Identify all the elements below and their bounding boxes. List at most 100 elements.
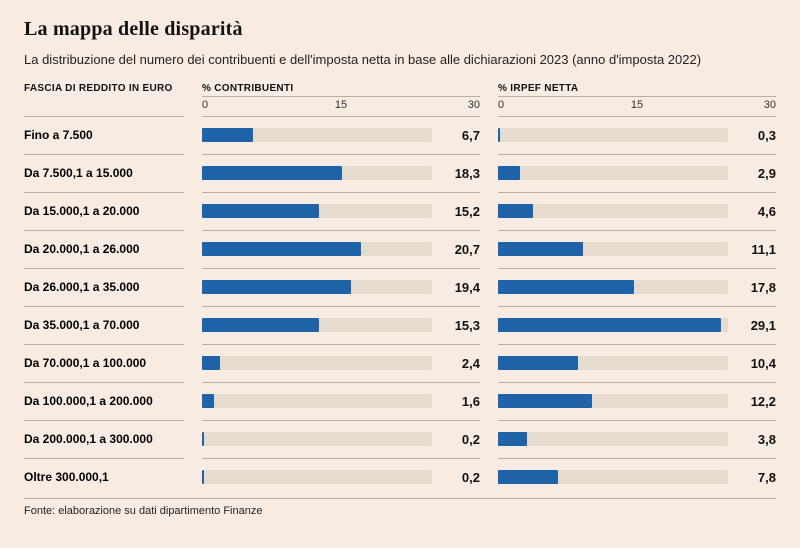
bar-cell: 4,6 [498,192,776,230]
axis-tick: 30 [468,99,480,111]
bar-track [498,128,728,142]
bar-cell: 0,2 [202,458,480,496]
series-1-axis: 0 15 30 [498,96,776,116]
bar-value: 29,1 [738,318,776,333]
bar-track [202,318,432,332]
axis-tick: 15 [631,99,643,111]
bar-cell: 17,8 [498,268,776,306]
bar-track [498,432,728,446]
bar-fill [498,356,578,370]
bar-value: 19,4 [442,280,480,295]
bar-track [202,394,432,408]
bar-track [498,394,728,408]
axis-tick: 15 [335,99,347,111]
bar-value: 3,8 [738,432,776,447]
bar-value: 0,2 [442,470,480,485]
bar-track [498,166,728,180]
bar-track [498,242,728,256]
row-label: Da 70.000,1 a 100.000 [24,344,184,382]
bar-track [202,204,432,218]
bar-cell: 6,7 [202,116,480,154]
bar-fill [202,432,204,446]
axis-tick: 0 [498,99,504,111]
row-label: Da 200.000,1 a 300.000 [24,420,184,458]
bar-cell: 20,7 [202,230,480,268]
bar-cell: 11,1 [498,230,776,268]
chart-source: Fonte: elaborazione su dati dipartimento… [24,505,776,517]
bar-fill [498,394,592,408]
bar-fill [498,318,721,332]
bar-fill [202,242,361,256]
bar-value: 10,4 [738,356,776,371]
bar-cell: 10,4 [498,344,776,382]
bar-value: 12,2 [738,394,776,409]
bar-value: 0,2 [442,432,480,447]
bar-fill [202,128,253,142]
bar-cell: 29,1 [498,306,776,344]
bar-fill [498,280,634,294]
bar-value: 15,2 [442,204,480,219]
bar-cell: 0,2 [202,420,480,458]
bar-fill [202,318,319,332]
bar-track [498,318,728,332]
bar-value: 4,6 [738,204,776,219]
axis-tick: 30 [764,99,776,111]
bar-track [202,356,432,370]
row-label: Fino a 7.500 [24,116,184,154]
row-label: Da 100.000,1 a 200.000 [24,382,184,420]
bar-fill [498,128,500,142]
bar-cell: 15,2 [202,192,480,230]
bar-track [202,128,432,142]
bar-value: 17,8 [738,280,776,295]
row-label: Da 20.000,1 a 26.000 [24,230,184,268]
bar-track [202,280,432,294]
bar-cell: 18,3 [202,154,480,192]
bar-cell: 2,4 [202,344,480,382]
footer-rule: Fonte: elaborazione su dati dipartimento… [24,498,776,517]
bar-fill [202,166,342,180]
bar-value: 15,3 [442,318,480,333]
bar-cell: 1,6 [202,382,480,420]
row-label: Da 35.000,1 a 70.000 [24,306,184,344]
bar-cell: 12,2 [498,382,776,420]
bar-track [202,432,432,446]
bar-fill [202,394,214,408]
bar-cell: 7,8 [498,458,776,496]
series-1-label: % IRPEF NETTA [498,83,776,96]
series-0-label: % CONTRIBUENTI [202,83,480,96]
bar-value: 20,7 [442,242,480,257]
bar-value: 6,7 [442,128,480,143]
bar-value: 1,6 [442,394,480,409]
bar-cell: 0,3 [498,116,776,154]
bar-track [498,280,728,294]
chart-subtitle: La distribuzione del numero dei contribu… [24,51,776,69]
bar-fill [202,280,351,294]
bar-track [202,166,432,180]
bar-track [202,470,432,484]
bar-fill [202,204,319,218]
bar-fill [498,242,583,256]
row-label: Da 7.500,1 a 15.000 [24,154,184,192]
bar-value: 7,8 [738,470,776,485]
bar-fill [498,470,558,484]
bar-track [498,470,728,484]
bar-fill [202,356,220,370]
row-label: Oltre 300.000,1 [24,458,184,496]
chart-grid: FASCIA DI REDDITO IN EURO % CONTRIBUENTI… [24,83,776,496]
bar-cell: 19,4 [202,268,480,306]
chart-title: La mappa delle disparità [24,18,776,41]
row-header-label: FASCIA DI REDDITO IN EURO [24,83,184,96]
bar-fill [498,166,520,180]
axis-tick: 0 [202,99,208,111]
bar-value: 11,1 [738,242,776,257]
bar-track [202,242,432,256]
bar-value: 2,9 [738,166,776,181]
bar-value: 18,3 [442,166,480,181]
series-0-axis: 0 15 30 [202,96,480,116]
row-label: Da 26.000,1 a 35.000 [24,268,184,306]
bar-fill [498,432,527,446]
bar-track [498,204,728,218]
bar-cell: 3,8 [498,420,776,458]
bar-fill [202,470,204,484]
bar-fill [498,204,533,218]
